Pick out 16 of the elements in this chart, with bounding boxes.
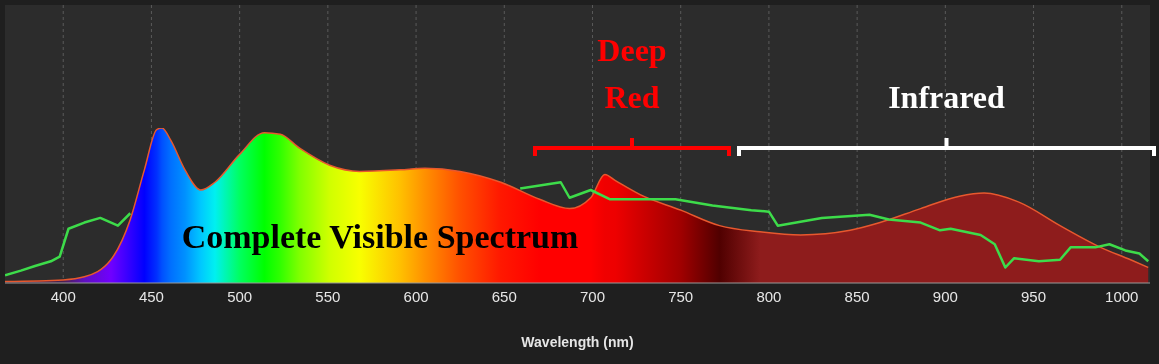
x-tick-label: 650 <box>491 287 517 305</box>
x-tick-label: 600 <box>403 287 429 305</box>
x-tick-label: 450 <box>138 287 164 305</box>
x-tick-label: 1000 <box>1105 287 1139 305</box>
x-tick-label: 800 <box>756 287 782 305</box>
x-tick-label: 400 <box>50 287 76 305</box>
x-axis-title: Wavelength (nm) <box>521 334 634 350</box>
x-tick-label: 550 <box>315 287 341 305</box>
x-tick-label: 900 <box>932 287 958 305</box>
x-tick-label: 700 <box>579 287 606 305</box>
x-tick-label: 850 <box>844 287 870 305</box>
text: Infrared <box>888 79 1006 115</box>
x-tick-label: 950 <box>1021 287 1047 305</box>
x-tick-label: 750 <box>668 287 694 305</box>
text: Deep Red <box>597 32 667 115</box>
x-tick-label: 500 <box>227 287 253 305</box>
